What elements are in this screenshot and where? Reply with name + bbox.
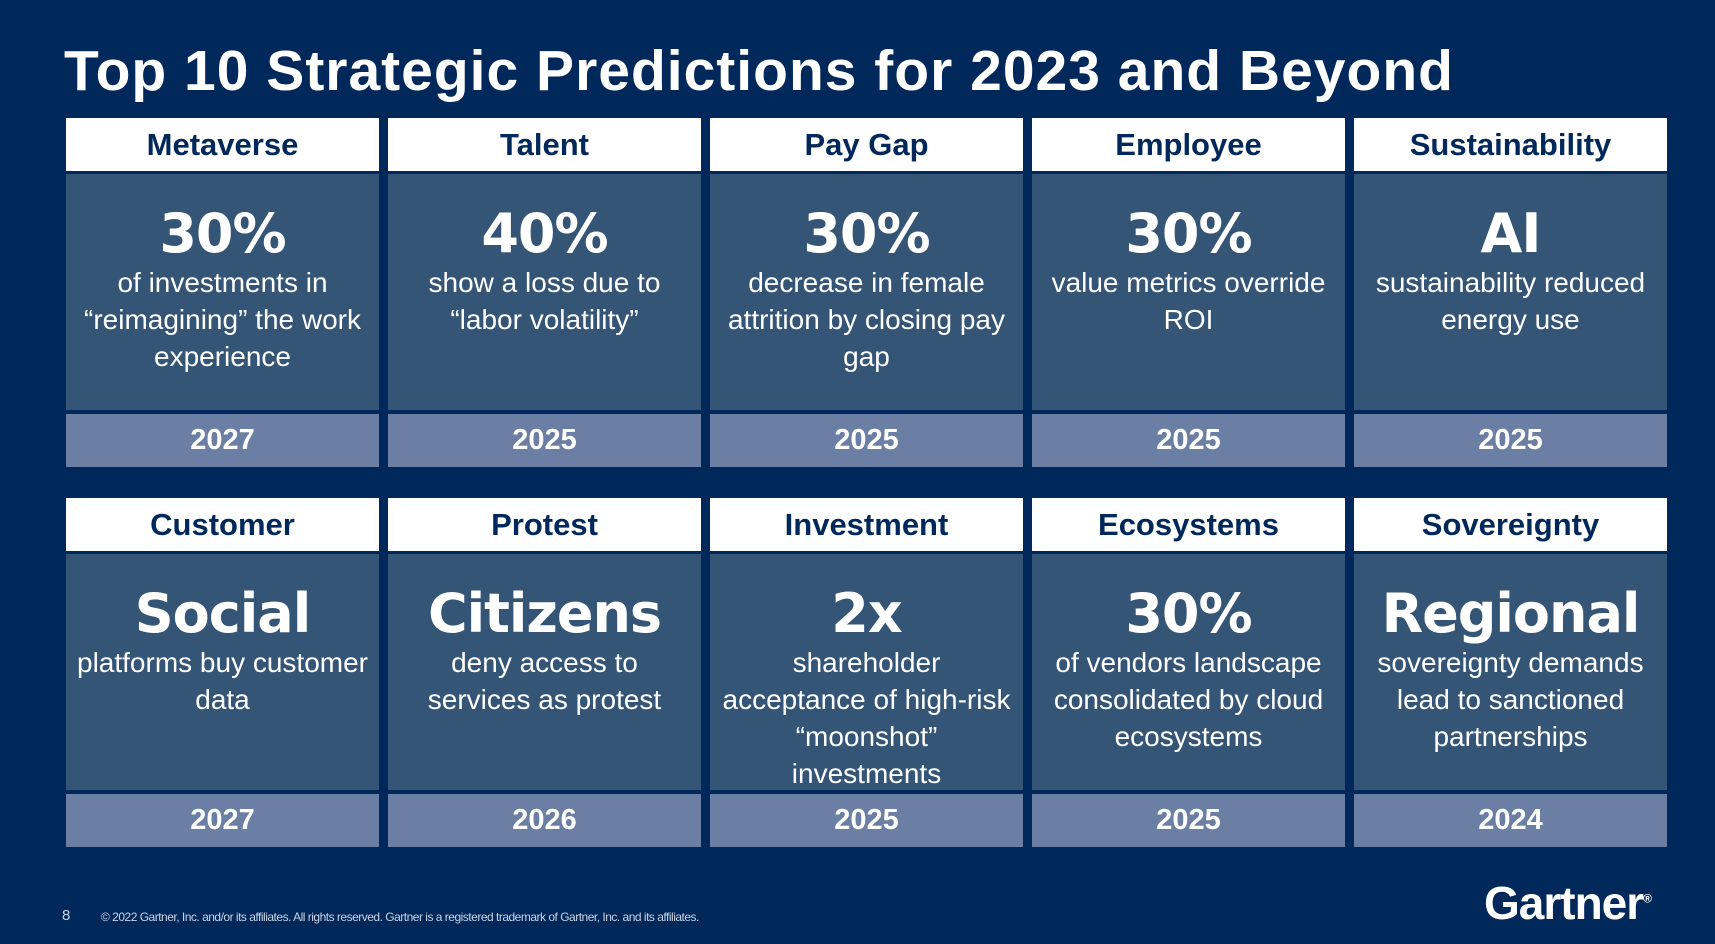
card-body: 30% decrease in female attrition by closi… xyxy=(710,174,1023,410)
card-description: of vendors landscape consolidated by clo… xyxy=(1053,647,1324,752)
card-body: Citizens deny access to services as prote… xyxy=(388,554,701,790)
card-headline: 30% xyxy=(1125,582,1252,645)
card-body: 30% value metrics override ROI xyxy=(1032,174,1345,410)
card-body: 40% show a loss due to “labor volatility” xyxy=(388,174,701,410)
prediction-card-pay-gap: Pay Gap 30% decrease in female attrition b… xyxy=(710,118,1023,467)
card-description: of investments in “reimagining” the work… xyxy=(84,267,361,372)
card-description: shareholder acceptance of high-risk “moo… xyxy=(722,647,1011,789)
card-category: Pay Gap xyxy=(710,118,1023,171)
card-description: deny access to services as protest xyxy=(427,647,662,715)
card-category: Sovereignty xyxy=(1354,498,1667,551)
card-description: sovereignty demands lead to sanctioned p… xyxy=(1377,647,1644,752)
card-category: Employee xyxy=(1032,118,1345,171)
prediction-card-metaverse: Metaverse 30% of investments in “reimagini… xyxy=(66,118,379,467)
card-category: Sustainability xyxy=(1354,118,1667,171)
prediction-card-investment: Investment 2x shareholder acceptance of hi… xyxy=(710,498,1023,847)
card-headline: AI xyxy=(1480,202,1542,265)
card-description: sustainability reduced energy use xyxy=(1375,267,1646,335)
card-year: 2025 xyxy=(1032,414,1345,467)
prediction-card-ecosystems: Ecosystems 30% of vendors landscape consol… xyxy=(1032,498,1345,847)
card-description: value metrics override ROI xyxy=(1051,267,1326,335)
card-body: 2x shareholder acceptance of high-risk “m… xyxy=(710,554,1023,790)
card-body: Social platforms buy customer data xyxy=(66,554,379,790)
card-description: show a loss due to “labor volatility” xyxy=(428,267,661,335)
card-year: 2025 xyxy=(1032,794,1345,847)
card-description: decrease in female attrition by closing … xyxy=(727,267,1006,372)
card-year: 2025 xyxy=(710,414,1023,467)
card-year: 2025 xyxy=(1354,414,1667,467)
card-year: 2025 xyxy=(388,414,701,467)
card-headline: 30% xyxy=(159,202,286,265)
card-category: Ecosystems xyxy=(1032,498,1345,551)
logo-text: Gartner xyxy=(1484,877,1644,929)
card-headline: 2x xyxy=(831,582,902,645)
gartner-logo: Gartner® xyxy=(1484,877,1652,929)
card-year: 2027 xyxy=(66,794,379,847)
prediction-card-talent: Talent 40% show a loss due to “labor volat… xyxy=(388,118,701,467)
card-body: AI sustainability reduced energy use xyxy=(1354,174,1667,410)
prediction-card-sovereignty: Sovereignty Regional sovereignty demands l… xyxy=(1354,498,1667,847)
prediction-card-employee: Employee 30% value metrics override ROI 202… xyxy=(1032,118,1345,467)
card-headline: 30% xyxy=(1125,202,1252,265)
card-year: 2027 xyxy=(66,414,379,467)
card-category: Metaverse xyxy=(66,118,379,171)
card-category: Talent xyxy=(388,118,701,171)
card-headline: 30% xyxy=(803,202,930,265)
card-year: 2025 xyxy=(710,794,1023,847)
card-headline: Regional xyxy=(1381,582,1641,645)
card-headline: Citizens xyxy=(427,582,662,645)
card-body: 30% of investments in “reimagining” the w… xyxy=(66,174,379,410)
card-headline: Social xyxy=(134,582,311,645)
card-year: 2026 xyxy=(388,794,701,847)
card-body: 30% of vendors landscape consolidated by … xyxy=(1032,554,1345,790)
page-title: Top 10 Strategic Predictions for 2023 an… xyxy=(64,39,1454,103)
copyright-notice: © 2022 Gartner, Inc. and/or its affiliat… xyxy=(101,910,699,924)
card-body: Regional sovereignty demands lead to sanc… xyxy=(1354,554,1667,790)
page-number: 8 xyxy=(62,907,71,924)
card-year: 2024 xyxy=(1354,794,1667,847)
card-headline: 40% xyxy=(481,202,608,265)
card-category: Investment xyxy=(710,498,1023,551)
card-category: Customer xyxy=(66,498,379,551)
prediction-card-protest: Protest Citizens deny access to services a… xyxy=(388,498,701,847)
prediction-card-customer: Customer Social platforms buy customer dat… xyxy=(66,498,379,847)
prediction-card-sustainability: Sustainability AI sustainability reduced e… xyxy=(1354,118,1667,467)
card-description: platforms buy customer data xyxy=(77,647,368,715)
card-category: Protest xyxy=(388,498,701,551)
